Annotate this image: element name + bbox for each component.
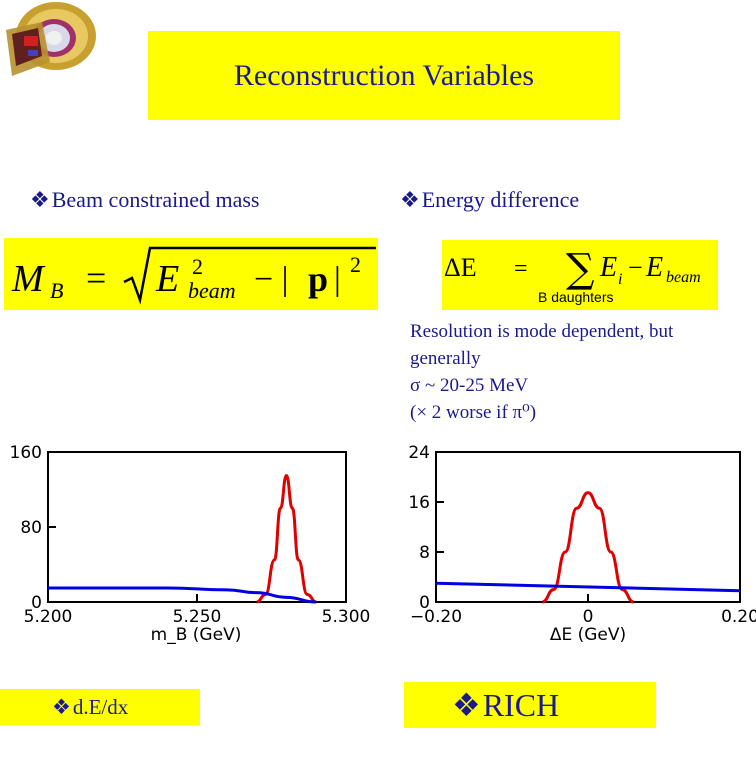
resolution-line: σ ~ 20-25 MeV: [410, 375, 529, 396]
formula-symbol: 2: [350, 252, 361, 277]
formula-symbol: beam: [666, 269, 701, 286]
formula-symbol: M: [11, 258, 46, 300]
x-tick-label: 5.300: [322, 607, 371, 627]
signal-curve: [542, 491, 634, 604]
y-tick-label: 0: [419, 593, 430, 613]
resolution-line: Resolution is mode dependent, but: [410, 321, 674, 342]
title-box: Reconstruction Variables: [148, 31, 620, 120]
chart-frame: [47, 451, 347, 603]
bullet-energy-difference: ❖Energy difference: [400, 187, 579, 213]
diamond-bullet-icon: ❖: [400, 187, 420, 212]
bullet-label: Beam constrained mass: [51, 187, 260, 212]
formula-symbol: − |: [254, 261, 288, 298]
chart-ticks: [47, 451, 347, 603]
formula-symbol: B: [50, 278, 63, 303]
formula-symbol: −: [628, 253, 643, 282]
x-tick-label: 0.20: [721, 607, 756, 627]
page-title: Reconstruction Variables: [233, 58, 535, 92]
chart-frame: [435, 451, 741, 603]
background-curve: [435, 581, 741, 593]
y-tick-label: 8: [419, 543, 430, 563]
bullet-label: Energy difference: [421, 187, 580, 212]
formula-symbol: E: [599, 252, 617, 283]
y-tick-label: 160: [10, 443, 42, 463]
bullet-dedx: ❖d.E/dx: [52, 695, 128, 720]
x-tick-label: 0: [583, 607, 594, 627]
formula-symbol: p: [308, 259, 328, 299]
bullet-label: RICH: [482, 687, 560, 723]
formula-symbol: beam: [188, 278, 236, 303]
formula-symbol: E: [645, 252, 663, 283]
bullet-beam-mass: ❖Beam constrained mass: [30, 187, 259, 213]
signal-curve: [256, 473, 317, 604]
chart-series: [435, 491, 741, 604]
radical-sign: [123, 246, 376, 305]
rich-box: ❖RICH: [404, 682, 656, 728]
formula-symbol: =: [514, 256, 528, 282]
y-tick-label: 24: [408, 443, 430, 463]
de-formula-box: ΔE = ∑ B daughters E i − E beam: [442, 240, 718, 310]
resolution-line: generally: [410, 348, 481, 369]
formula-symbol: ΔE: [444, 253, 477, 282]
x-axis-label: ΔE (GeV): [550, 625, 626, 645]
formula-symbol: i: [618, 271, 622, 288]
diamond-bullet-icon: ❖: [52, 695, 71, 719]
bullet-rich: ❖RICH: [452, 686, 559, 724]
mb-formula-box: M B = E 2 beam − | p | 2: [4, 238, 378, 310]
formula-symbol: ∑: [566, 246, 595, 292]
diamond-bullet-icon: ❖: [30, 187, 50, 212]
y-tick-label: 16: [408, 493, 430, 513]
formula-symbol: B daughters: [538, 289, 614, 305]
detector-logo: [6, 2, 96, 76]
resolution-note: Resolution is mode dependent, but genera…: [410, 318, 750, 426]
chart-tick-labels: 0 80 160 5.200 5.250 5.300: [10, 443, 371, 627]
bullet-label: d.E/dx: [72, 695, 129, 719]
resolution-line: (× 2 worse if π⁰): [410, 402, 537, 423]
x-axis-label: m_B (GeV): [151, 625, 242, 645]
x-tick-label: 5.250: [173, 607, 222, 627]
mb-formula: M B = E 2 beam − | p | 2: [11, 246, 376, 305]
de-formula: ΔE = ∑ B daughters E i − E beam: [444, 246, 701, 305]
y-tick-label: 80: [20, 518, 42, 538]
y-tick-label: 0: [31, 593, 42, 613]
mb-chart: 0 80 160 5.200 5.250 5.300 m_B (GeV): [10, 443, 371, 645]
formula-symbol: 2: [192, 254, 203, 279]
chart-series: [48, 473, 317, 604]
dedx-box: ❖d.E/dx: [0, 689, 200, 725]
formula-symbol: E: [155, 258, 179, 300]
x-tick-label: −0.20: [410, 607, 462, 627]
formula-symbol: =: [86, 258, 106, 298]
chart-ticks: [435, 451, 741, 603]
x-tick-label: 5.200: [24, 607, 73, 627]
formula-symbol: |: [334, 261, 341, 298]
diamond-bullet-icon: ❖: [452, 687, 481, 723]
background-curve: [48, 586, 317, 604]
